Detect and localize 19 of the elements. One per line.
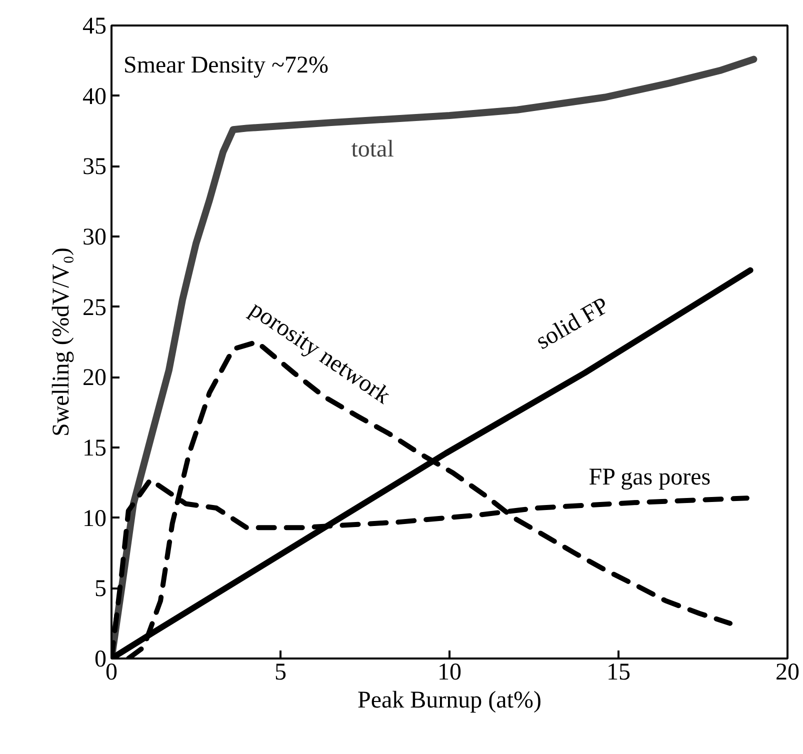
y-tick-label: 25 — [82, 294, 106, 321]
y-tick-label: 45 — [82, 14, 106, 40]
y-axis-title: Swelling (%dV/V₀) — [48, 247, 74, 437]
x-tick-label: 10 — [438, 660, 462, 686]
series-label: total — [351, 136, 394, 163]
series-label: FP gas pores — [588, 464, 711, 490]
x-tick-label: 5 — [274, 660, 286, 686]
x-tick-label: 20 — [776, 660, 800, 686]
y-tick-label: 35 — [82, 154, 106, 180]
x-axis-title: Peak Burnup (at%) — [358, 688, 542, 714]
annotation: Smear Density ~72% — [124, 52, 328, 78]
y-tick-label: 40 — [82, 84, 106, 110]
y-tick-label: 15 — [82, 436, 106, 462]
y-tick-label: 20 — [82, 365, 106, 392]
text: solid FP — [532, 292, 614, 355]
x-tick-label: 15 — [606, 660, 630, 686]
y-tick-label: 5 — [94, 576, 106, 602]
y-tick-label: 10 — [82, 506, 106, 532]
y-tick-label: 30 — [82, 224, 106, 250]
